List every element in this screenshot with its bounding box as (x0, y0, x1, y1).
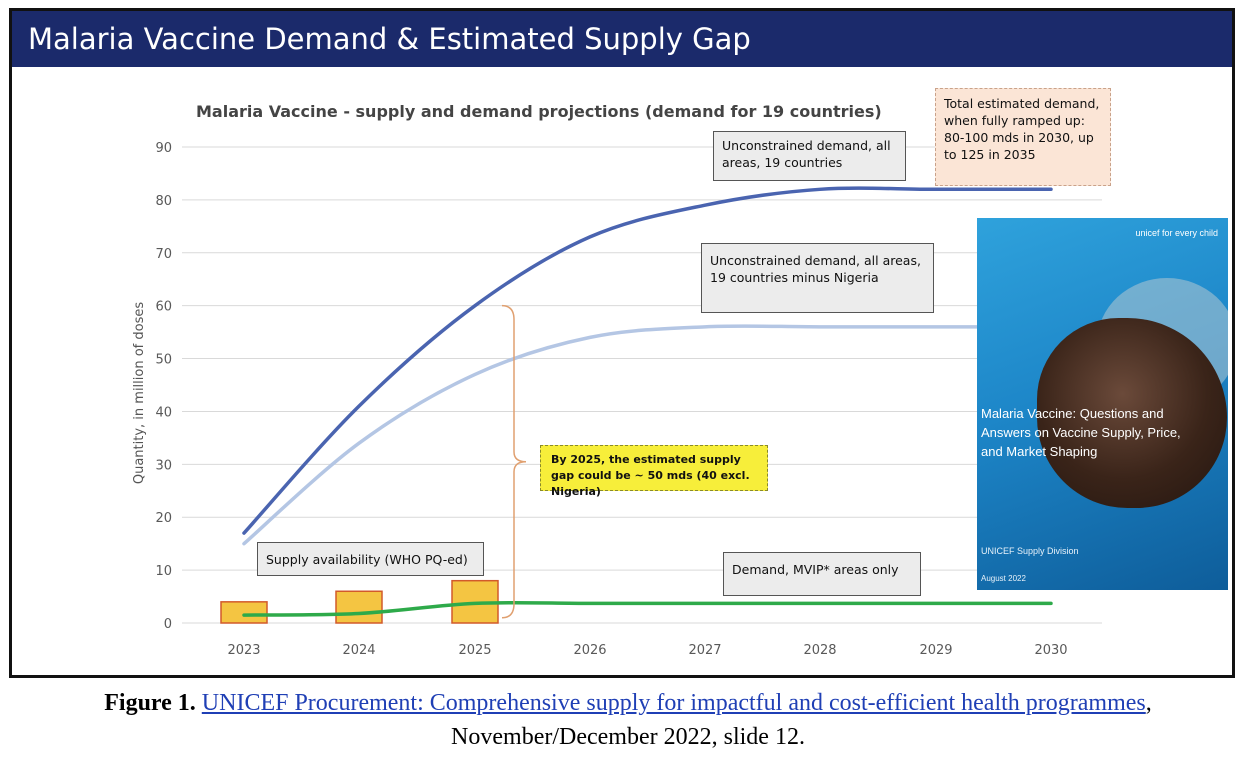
cover-title: Malaria Vaccine: Questions and Answers o… (981, 406, 1181, 459)
y-tick-label: 40 (155, 405, 172, 420)
supply-gap-brace (501, 304, 527, 619)
caption-label: Figure 1. (104, 690, 196, 716)
caption-rest: , November/December 2022, slide 12. (451, 690, 1152, 750)
x-tick-label: 2030 (1034, 643, 1067, 658)
chart-title: Malaria Vaccine - supply and demand proj… (196, 102, 882, 121)
x-tick-label: 2029 (919, 643, 952, 658)
x-tick-labels: 2023 2024 2025 2026 2027 2028 2029 2030 (227, 643, 1067, 658)
report-cover-image: unicef for every child Malaria Vaccine: … (977, 218, 1228, 590)
callout-supply-availability: Supply availability (WHO PQ-ed) (257, 542, 484, 576)
series-line-1 (242, 324, 1053, 546)
figure-caption: Figure 1. UNICEF Procurement: Comprehens… (0, 686, 1256, 754)
slide: Malaria Vaccine Demand & Estimated Suppl… (9, 8, 1235, 678)
total-demand-note: Total estimated demand, when fully rampe… (935, 88, 1111, 186)
callout-minus-nigeria: Unconstrained demand, all areas, 19 coun… (701, 243, 934, 313)
supply-bar-2023 (220, 601, 268, 624)
cover-date: August 2022 (981, 574, 1026, 583)
cover-photo-shape (1037, 318, 1227, 508)
y-tick-label: 70 (155, 247, 172, 262)
series-line-0 (242, 186, 1053, 535)
cover-division: UNICEF Supply Division (981, 546, 1079, 556)
chart: Malaria Vaccine - supply and demand proj… (132, 102, 1102, 658)
y-tick-label: 0 (164, 617, 172, 632)
supply-bars (220, 579, 499, 624)
series-line-2 (242, 600, 1053, 617)
x-tick-label: 2025 (458, 643, 491, 658)
caption-link[interactable]: UNICEF Procurement: Comprehensive supply… (201, 690, 1146, 716)
callout-unconstrained-19: Unconstrained demand, all areas, 19 coun… (713, 131, 906, 181)
y-tick-label: 10 (155, 564, 172, 579)
x-tick-label: 2028 (803, 643, 836, 658)
y-tick-labels: 0 10 20 30 40 50 60 70 80 90 (155, 141, 172, 632)
x-tick-label: 2024 (342, 643, 375, 658)
supply-bar-2024 (335, 590, 383, 624)
slide-title: Malaria Vaccine Demand & Estimated Suppl… (12, 11, 1232, 67)
y-tick-label: 60 (155, 300, 172, 315)
x-tick-label: 2026 (573, 643, 606, 658)
supply-gap-note: By 2025, the estimated supply gap could … (540, 445, 768, 498)
y-tick-label: 50 (155, 353, 172, 368)
series-lines (242, 186, 1053, 617)
x-tick-label: 2023 (227, 643, 260, 658)
x-tick-label: 2027 (688, 643, 721, 658)
y-tick-label: 90 (155, 141, 172, 156)
y-axis-label: Quantity, in million of doses (132, 302, 147, 485)
unicef-logo: unicef for every child (1135, 228, 1218, 238)
callout-mvip-demand: Demand, MVIP* areas only (723, 552, 921, 596)
y-tick-label: 30 (155, 458, 172, 473)
y-tick-label: 80 (155, 194, 172, 209)
y-tick-label: 20 (155, 511, 172, 526)
